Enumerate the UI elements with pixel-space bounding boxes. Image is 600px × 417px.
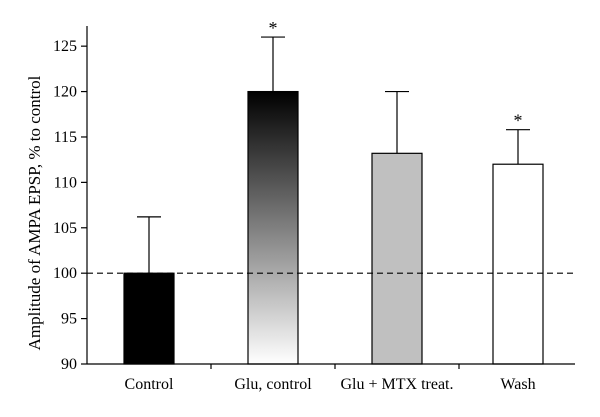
y-tick-label-3: 105 [53, 220, 77, 237]
category-label-0: Control [125, 376, 174, 393]
y-tick-label-4: 110 [54, 174, 77, 191]
significance-marker-1: * [269, 18, 278, 38]
plot-area: Control * Glu, control Glu + MTX treat. * Was… [53, 18, 575, 393]
bar-0 [123, 272, 175, 365]
category-label-2: Glu + MTX treat. [341, 376, 454, 393]
bar-1 [247, 90, 299, 365]
y-tick-label-6: 120 [53, 84, 77, 101]
bar-2 [371, 152, 423, 365]
y-tick-label-0: 90 [61, 356, 77, 373]
y-tick-label-5: 115 [54, 129, 77, 146]
significance-marker-3: * [514, 111, 523, 131]
category-label-1: Glu, control [234, 376, 312, 393]
category-label-3: Wash [500, 376, 535, 393]
y-tick-label-2: 100 [53, 265, 77, 282]
y-axis-label: Amplitude of AMPA EPSP, % to control [25, 75, 44, 350]
y-tick-label-7: 125 [53, 38, 77, 55]
y-tick-label-1: 95 [61, 311, 77, 328]
bar-3 [492, 163, 544, 365]
